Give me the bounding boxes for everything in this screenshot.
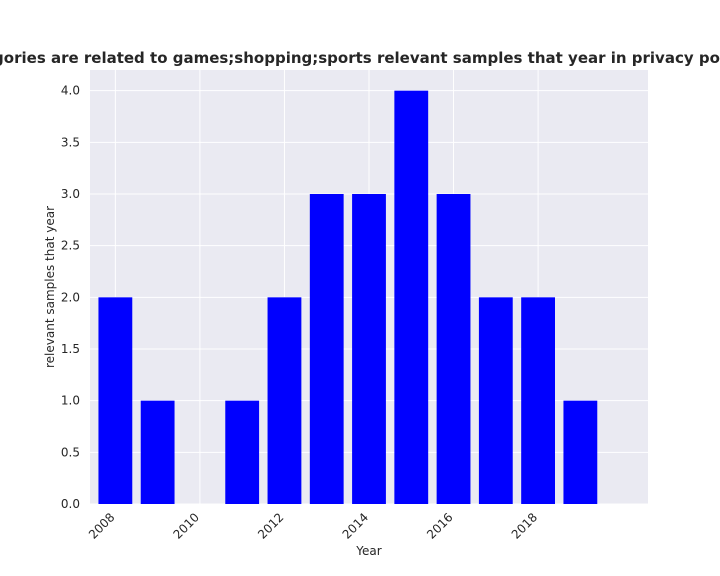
chart-title: categories are related to games;shopping… <box>0 49 720 67</box>
bar-2013 <box>309 194 344 504</box>
bar-2014 <box>352 194 386 504</box>
y-tick-label: 3.0 <box>61 187 80 201</box>
bar-2012 <box>267 297 302 504</box>
bar-2017 <box>478 297 513 504</box>
y-tick-label: 2.5 <box>61 239 80 253</box>
bar-2011 <box>225 400 260 504</box>
x-tick-label: 2016 <box>424 510 455 541</box>
bar-2016 <box>436 194 471 504</box>
bar-2019 <box>563 400 598 504</box>
y-tick-labels: 0.0 0.5 1.0 1.5 2.0 2.5 3.0 3.5 4.0 <box>61 84 80 511</box>
bar-2008 <box>98 297 133 504</box>
x-axis-label: Year <box>355 544 381 558</box>
x-tick-label: 2010 <box>171 510 202 541</box>
x-tick-label: 2018 <box>509 510 540 541</box>
y-tick-label: 4.0 <box>61 84 80 98</box>
bar-2018 <box>521 297 555 504</box>
y-tick-label: 0.5 <box>61 445 80 459</box>
y-tick-label: 3.5 <box>61 135 80 149</box>
bars <box>98 90 598 505</box>
x-tick-labels: 2008 2010 2012 2014 2016 2018 <box>86 510 540 541</box>
y-axis-label: relevant samples that year <box>43 206 57 368</box>
x-tick-label: 2008 <box>86 510 117 541</box>
y-tick-label: 1.0 <box>61 394 80 408</box>
x-tick-label: 2014 <box>340 510 371 541</box>
y-tick-label: 2.0 <box>61 290 80 304</box>
bar-2009 <box>140 400 175 504</box>
x-tick-label: 2012 <box>255 510 286 541</box>
y-tick-label: 0.0 <box>61 497 80 511</box>
bar-2015 <box>394 90 429 505</box>
y-tick-label: 1.5 <box>61 342 80 356</box>
